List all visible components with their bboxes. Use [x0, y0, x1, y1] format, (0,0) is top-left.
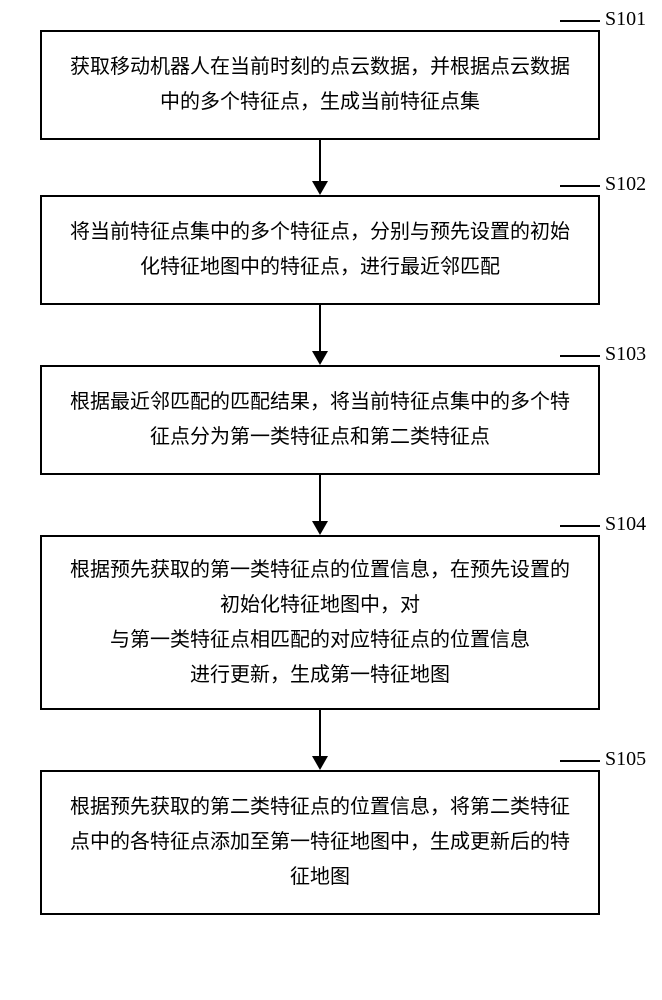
arrow-4-5: [319, 710, 321, 756]
arrow-head-2-3: [312, 351, 328, 365]
step-text-4: 根据预先获取的第一类特征点的位置信息，在预先设置的初始化特征地图中，对 与第一类…: [62, 553, 578, 693]
label-line-2: [560, 185, 600, 187]
arrow-1-2: [319, 140, 321, 181]
flowchart-canvas: S101 获取移动机器人在当前时刻的点云数据，并根据点云数据中的多个特征点，生成…: [0, 0, 662, 1000]
step-box-1: 获取移动机器人在当前时刻的点云数据，并根据点云数据中的多个特征点，生成当前特征点…: [40, 30, 600, 140]
step-box-2: 将当前特征点集中的多个特征点，分别与预先设置的初始化特征地图中的特征点，进行最近…: [40, 195, 600, 305]
step-text-2: 将当前特征点集中的多个特征点，分别与预先设置的初始化特征地图中的特征点，进行最近…: [62, 215, 578, 285]
step-box-5: 根据预先获取的第二类特征点的位置信息，将第二类特征点中的各特征点添加至第一特征地…: [40, 770, 600, 915]
label-line-5: [560, 760, 600, 762]
arrow-head-3-4: [312, 521, 328, 535]
step-box-3: 根据最近邻匹配的匹配结果，将当前特征点集中的多个特征点分为第一类特征点和第二类特…: [40, 365, 600, 475]
label-line-1: [560, 20, 600, 22]
arrow-2-3: [319, 305, 321, 351]
arrow-head-1-2: [312, 181, 328, 195]
arrow-head-4-5: [312, 756, 328, 770]
step-text-5: 根据预先获取的第二类特征点的位置信息，将第二类特征点中的各特征点添加至第一特征地…: [62, 790, 578, 895]
step-label-2: S102: [605, 173, 646, 196]
step-box-4: 根据预先获取的第一类特征点的位置信息，在预先设置的初始化特征地图中，对 与第一类…: [40, 535, 600, 710]
arrow-3-4: [319, 475, 321, 521]
step-label-3: S103: [605, 343, 646, 366]
step-label-4: S104: [605, 513, 646, 536]
step-label-1: S101: [605, 8, 646, 31]
step-label-5: S105: [605, 748, 646, 771]
step-text-1: 获取移动机器人在当前时刻的点云数据，并根据点云数据中的多个特征点，生成当前特征点…: [62, 50, 578, 120]
label-line-4: [560, 525, 600, 527]
step-text-3: 根据最近邻匹配的匹配结果，将当前特征点集中的多个特征点分为第一类特征点和第二类特…: [62, 385, 578, 455]
label-line-3: [560, 355, 600, 357]
